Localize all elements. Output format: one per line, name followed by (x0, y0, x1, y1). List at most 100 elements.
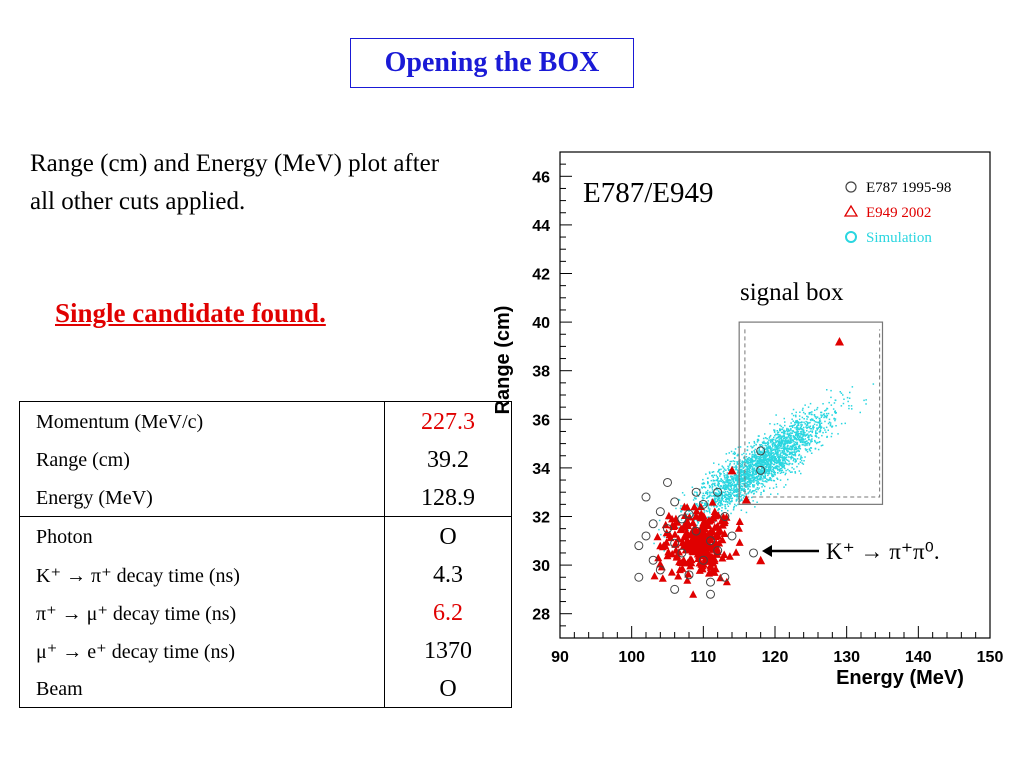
simulation-point (779, 455, 782, 457)
simulation-point (774, 461, 777, 463)
simulation-point (789, 425, 791, 428)
simulation-point (748, 477, 751, 480)
simulation-point (772, 468, 774, 471)
simulation-point (837, 433, 839, 435)
simulation-point (760, 460, 762, 462)
simulation-point (773, 456, 776, 459)
simulation-point (842, 402, 845, 405)
simulation-point (768, 456, 771, 459)
simulation-point (770, 441, 772, 444)
simulation-point (748, 457, 750, 459)
simulation-point (751, 450, 753, 453)
simulation-point (733, 486, 735, 489)
simulation-point (768, 466, 771, 469)
simulation-point (771, 459, 774, 462)
simulation-point (769, 465, 771, 468)
simulation-point (696, 504, 699, 507)
simulation-point (814, 439, 816, 442)
simulation-point (813, 414, 816, 416)
simulation-point (777, 440, 779, 442)
simulation-point (737, 488, 740, 491)
simulation-point (779, 424, 781, 427)
signal-box-label: signal box (740, 279, 844, 306)
e787-point (677, 514, 687, 524)
simulation-point (788, 437, 790, 439)
simulation-point (795, 415, 797, 418)
e949-point (686, 555, 695, 563)
simulation-point (808, 426, 810, 428)
simulation-point (757, 482, 760, 484)
simulation-point (675, 507, 677, 510)
simulation-point (793, 435, 796, 438)
simulation-point (762, 484, 765, 486)
simulation-point (766, 464, 768, 466)
simulation-point (761, 441, 764, 444)
simulation-point (789, 456, 792, 458)
simulation-point (751, 458, 754, 461)
simulation-point (731, 489, 733, 492)
e949-point (703, 547, 712, 556)
simulation-point (796, 442, 798, 445)
simulation-point (773, 470, 775, 472)
simulation-point (776, 472, 779, 474)
simulation-point (811, 419, 814, 421)
simulation-point (780, 461, 783, 464)
simulation-point (722, 491, 725, 493)
simulation-point (829, 422, 832, 424)
row-value: O (384, 516, 512, 555)
simulation-point (781, 440, 784, 443)
simulation-point (688, 510, 690, 513)
simulation-point (773, 458, 775, 461)
simulation-point (728, 502, 730, 504)
e949-point (656, 541, 665, 550)
simulation-point (786, 429, 788, 432)
simulation-point (724, 495, 726, 498)
simulation-point (752, 478, 754, 481)
simulation-point (701, 496, 704, 499)
simulation-point (757, 438, 759, 441)
simulation-point (761, 461, 763, 464)
simulation-point (737, 478, 740, 480)
simulation-point (783, 486, 785, 488)
simulation-point (741, 466, 743, 468)
simulation-point (709, 485, 712, 488)
simulation-point (734, 483, 736, 486)
simulation-point (679, 507, 682, 509)
simulation-point (794, 421, 796, 424)
simulation-point (789, 432, 791, 434)
simulation-point (772, 457, 774, 459)
simulation-point (756, 464, 758, 466)
simulation-point (762, 478, 764, 480)
e949-point (695, 544, 704, 552)
simulation-point (785, 441, 788, 443)
simulation-point (757, 452, 759, 454)
simulation-point (752, 469, 754, 472)
simulation-point (763, 447, 766, 449)
simulation-point (750, 459, 753, 461)
simulation-point (801, 409, 804, 411)
simulation-point (732, 509, 735, 511)
simulation-point (715, 505, 717, 507)
e949-point (692, 506, 701, 515)
simulation-point (785, 469, 787, 472)
y-tick-label: 46 (532, 169, 550, 186)
simulation-point (723, 495, 725, 497)
simulation-point (769, 454, 771, 456)
simulation-point (804, 431, 806, 434)
simulation-point (773, 429, 776, 431)
simulation-point (786, 453, 788, 456)
simulation-point (798, 454, 800, 457)
simulation-point (771, 447, 773, 449)
simulation-point (729, 476, 732, 478)
simulation-point (728, 493, 731, 495)
simulation-point (790, 425, 792, 427)
simulation-point (755, 488, 757, 491)
simulation-point (732, 453, 735, 455)
simulation-point (731, 493, 734, 495)
simulation-point (796, 430, 799, 433)
simulation-point (831, 414, 833, 416)
simulation-point (699, 488, 701, 491)
row-label: Range (cm) (36, 448, 130, 471)
simulation-point (741, 474, 744, 476)
simulation-point (773, 463, 776, 465)
